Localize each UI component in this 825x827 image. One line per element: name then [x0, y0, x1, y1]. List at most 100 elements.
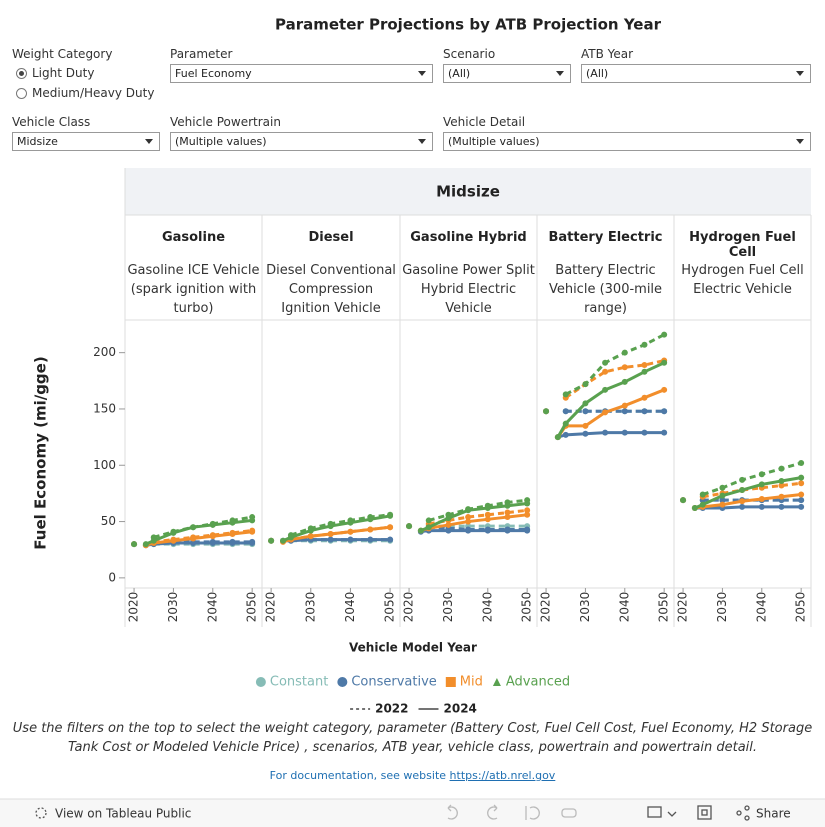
data-point — [209, 539, 216, 546]
series-line — [428, 508, 528, 526]
data-point — [602, 368, 609, 375]
data-point — [229, 519, 236, 526]
data-point — [445, 527, 452, 534]
data-point — [307, 527, 314, 534]
data-point — [582, 381, 589, 388]
data-point — [719, 492, 726, 499]
x-tick-label: 2040 — [480, 592, 494, 623]
x-tick-label: 2020 — [402, 592, 416, 623]
data-point — [641, 408, 648, 415]
x-tick-label: 2040 — [205, 592, 219, 623]
legend-label: Mid — [460, 675, 483, 690]
data-point — [524, 527, 531, 534]
series-line — [420, 529, 528, 534]
data-point — [484, 516, 491, 523]
legend-label: Advanced — [506, 675, 570, 690]
data-point — [582, 400, 589, 407]
radio-option[interactable]: Light Duty — [12, 66, 94, 80]
data-point — [484, 527, 491, 534]
data-point — [582, 408, 589, 415]
data-point — [307, 533, 314, 540]
filter-label: Scenario — [443, 47, 496, 61]
data-point — [641, 394, 648, 401]
data-point — [621, 408, 628, 415]
data-point — [465, 514, 472, 521]
data-point — [621, 349, 628, 356]
x-tick-label: 2030 — [166, 592, 180, 623]
series-line — [565, 333, 665, 396]
panel-detail: Battery Electric Vehicle (300-mile range… — [548, 263, 663, 316]
data-point — [209, 533, 216, 540]
panel-detail: Gasoline ICE Vehicle (spark ignition wit… — [127, 263, 260, 316]
legend-row: 2022 2024 — [350, 702, 477, 716]
data-point — [465, 507, 472, 514]
dropdown[interactable]: (All) — [581, 64, 811, 83]
data-point — [691, 505, 698, 512]
data-point — [367, 536, 374, 543]
view-on-tableau[interactable]: View on Tableau Public — [55, 807, 191, 821]
data-point — [465, 518, 472, 525]
data-point — [367, 526, 374, 533]
series-line — [702, 481, 802, 499]
filter-label: Weight Category — [12, 47, 113, 61]
series-line — [702, 461, 802, 496]
group-header-band — [125, 168, 811, 215]
doc-text: For documentation, see website — [269, 769, 447, 782]
legend-item: 2024 — [418, 702, 477, 716]
data-point — [661, 359, 668, 366]
x-tick-label: 2020 — [676, 592, 690, 623]
data-point — [661, 331, 668, 338]
legend-marker — [337, 677, 348, 687]
data-point — [562, 431, 569, 438]
data-point — [347, 519, 354, 526]
x-tick-label: 2050 — [657, 592, 671, 623]
panel-title: Diesel — [308, 230, 354, 245]
data-point — [562, 420, 569, 427]
data-point — [719, 497, 726, 504]
data-point — [661, 429, 668, 436]
data-point — [445, 515, 452, 522]
filter-label: Parameter — [170, 47, 233, 61]
legend-label: Constant — [270, 675, 328, 690]
data-point — [484, 511, 491, 518]
data-point — [680, 497, 687, 504]
data-point — [445, 521, 452, 528]
data-point — [347, 536, 354, 543]
data-point — [425, 517, 432, 524]
data-point — [524, 511, 531, 518]
data-point — [621, 429, 628, 436]
legend-marker — [445, 677, 456, 687]
toolbar-icons — [35, 804, 750, 821]
series-line — [557, 431, 665, 439]
legend-row: Constant Conservative Mid Advanced — [255, 675, 570, 690]
data-point — [778, 478, 785, 485]
data-point — [484, 505, 491, 512]
dropdown[interactable]: (Multiple values) — [170, 132, 433, 151]
filter-label: Vehicle Class — [12, 115, 91, 129]
y-tick-label: 200 — [93, 345, 116, 359]
data-point — [758, 481, 765, 488]
dropdown[interactable]: (All) — [443, 64, 571, 83]
dropdown[interactable]: Midsize — [12, 132, 160, 151]
dropdown[interactable]: (Multiple values) — [443, 132, 811, 151]
data-point — [504, 502, 511, 509]
data-point — [280, 537, 287, 544]
x-tick-label: 2050 — [383, 592, 397, 623]
data-point — [190, 539, 197, 546]
data-point — [406, 523, 413, 530]
data-point — [739, 498, 746, 505]
x-tick-label: 2030 — [441, 592, 455, 623]
share-button[interactable]: Share — [756, 807, 791, 821]
data-point — [778, 482, 785, 489]
data-point — [602, 386, 609, 393]
data-point — [209, 521, 216, 528]
legend-label: Conservative — [351, 675, 436, 690]
doc-link[interactable]: https://atb.nrel.gov — [449, 769, 556, 782]
data-point — [543, 408, 550, 415]
data-point — [562, 391, 569, 398]
dropdown[interactable]: Fuel Economy — [170, 64, 433, 83]
radio-option[interactable]: Medium/Heavy Duty — [12, 86, 154, 100]
data-point — [641, 362, 648, 369]
panel-title: Gasoline Hybrid — [410, 230, 527, 245]
